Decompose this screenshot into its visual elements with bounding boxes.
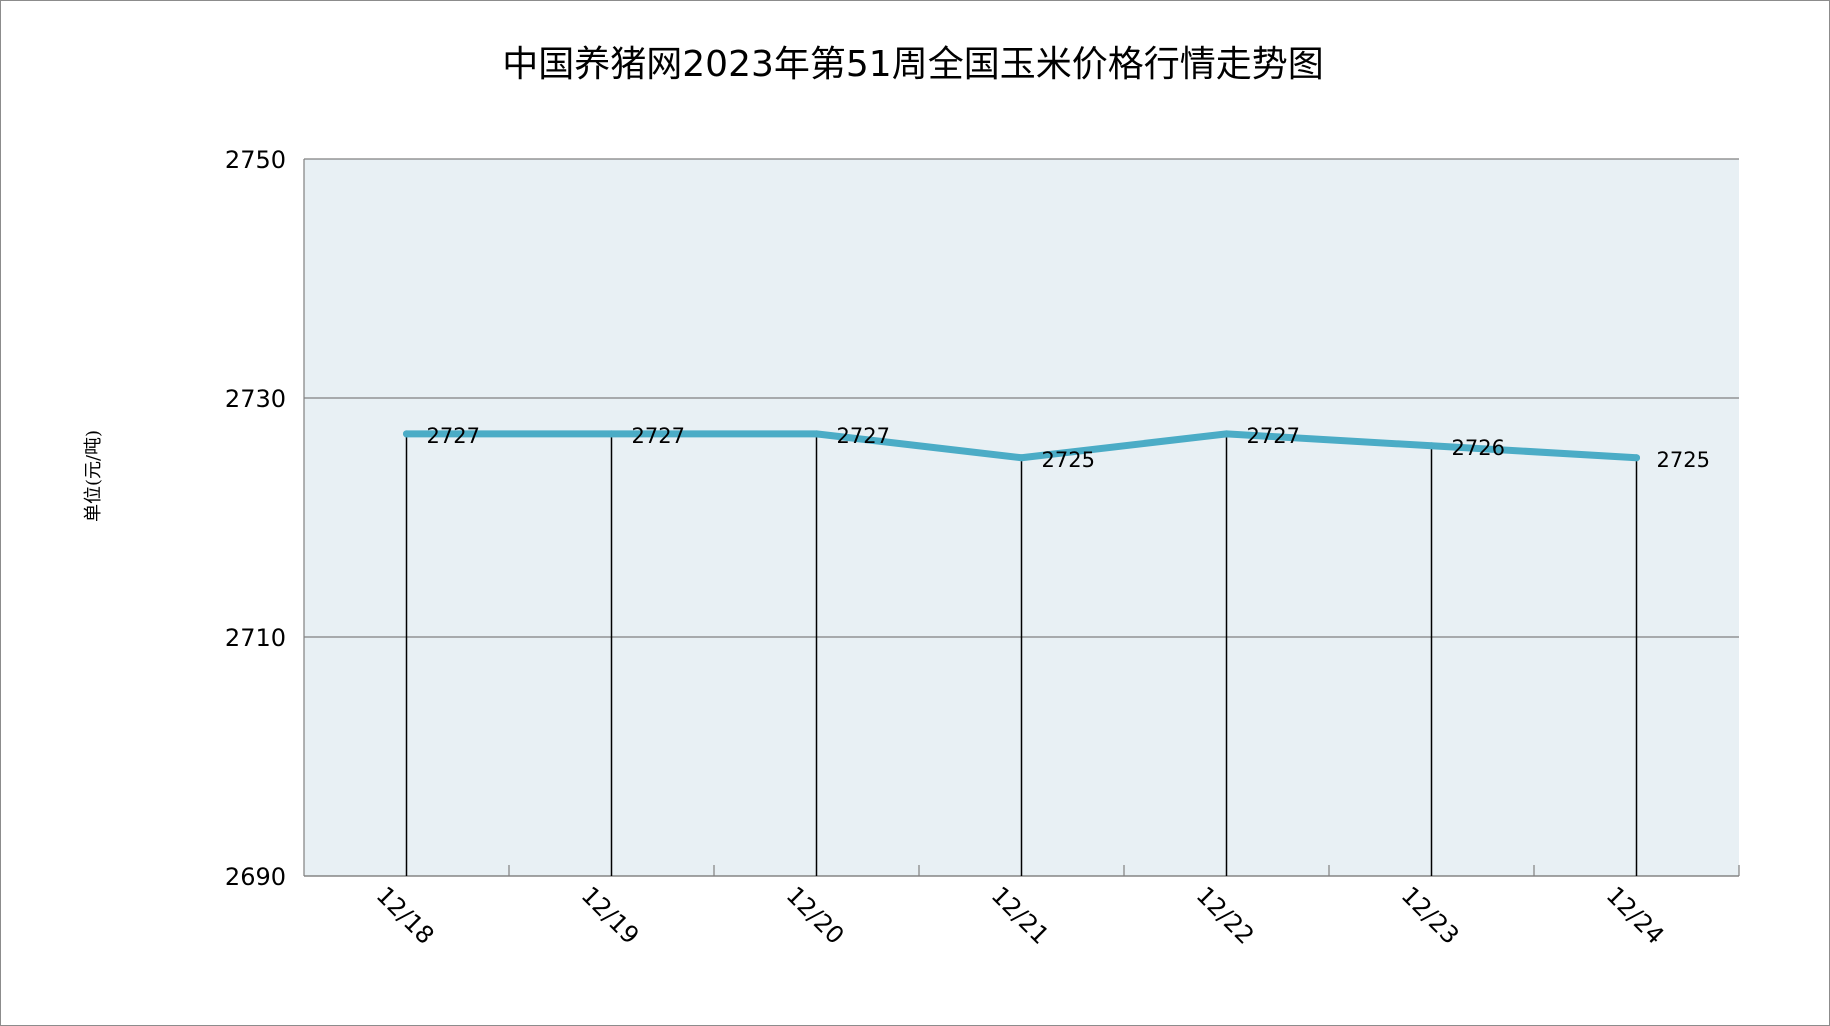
- data-point: [1633, 454, 1640, 462]
- data-label: 2725: [1042, 448, 1095, 472]
- x-tick-label: 12/21: [986, 881, 1055, 950]
- data-point: [403, 430, 410, 438]
- data-point: [813, 430, 820, 438]
- data-point: [1428, 442, 1435, 450]
- y-axis-label: 单位(元/吨): [83, 430, 104, 522]
- x-tick-label: 12/23: [1396, 881, 1465, 950]
- data-label: 2727: [837, 424, 890, 448]
- x-tick-label: 12/20: [781, 881, 850, 950]
- data-point: [608, 430, 615, 438]
- plot-area: 2690 2710 2730 2750 2727 2727 2727 2725 2727 2726…: [225, 146, 1740, 950]
- data-label: 2727: [632, 424, 685, 448]
- x-tick-label: 12/18: [371, 881, 440, 950]
- data-label: 2725: [1657, 448, 1710, 472]
- data-label: 2727: [1247, 424, 1300, 448]
- y-tick-label: 2730: [225, 385, 286, 413]
- data-label: 2727: [427, 424, 480, 448]
- x-tick-label: 12/22: [1191, 881, 1260, 950]
- y-tick-label: 2710: [225, 624, 286, 652]
- x-tick-label: 12/19: [576, 881, 645, 950]
- data-point: [1223, 430, 1230, 438]
- data-label: 2726: [1452, 436, 1505, 460]
- y-tick-label: 2690: [225, 863, 286, 891]
- chart-title: 中国养猪网2023年第51周全国玉米价格行情走势图: [502, 44, 1323, 85]
- x-tick-label: 12/24: [1601, 881, 1670, 950]
- data-point: [1018, 454, 1025, 462]
- y-tick-label: 2750: [225, 146, 286, 174]
